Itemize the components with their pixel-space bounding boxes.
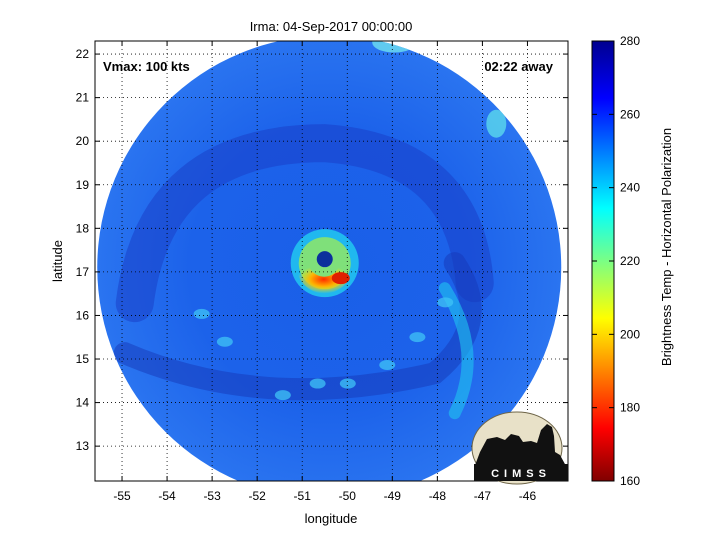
eye bbox=[316, 251, 333, 268]
x-axis-label: longitude bbox=[305, 511, 358, 526]
colorbar-tick-label: 160 bbox=[620, 474, 640, 488]
colorbar-tick-label: 240 bbox=[620, 181, 640, 195]
colorbar-tick-label: 200 bbox=[620, 327, 640, 341]
y-tick-label: 16 bbox=[76, 308, 90, 322]
logo-banner bbox=[474, 464, 568, 481]
x-tick-label: -50 bbox=[339, 489, 357, 503]
colorbar-label: Brightness Temp - Horizontal Polarizatio… bbox=[659, 128, 674, 366]
colorbar-tick-label: 220 bbox=[620, 254, 640, 268]
edge-cell bbox=[486, 109, 507, 138]
logo-text: CIMSS bbox=[491, 468, 551, 480]
swath-features bbox=[113, 41, 507, 420]
rainband bbox=[115, 124, 494, 323]
x-tick-label: -49 bbox=[384, 489, 402, 503]
x-tick-label: -53 bbox=[203, 489, 221, 503]
convective-cell bbox=[437, 297, 454, 308]
x-tick-label: -51 bbox=[294, 489, 312, 503]
y-tick-label: 13 bbox=[76, 439, 90, 453]
plot-frame bbox=[94, 40, 569, 482]
rainband bbox=[113, 252, 482, 401]
x-tick-label: -55 bbox=[113, 489, 131, 503]
data-image bbox=[97, 41, 562, 481]
convective-cell bbox=[379, 359, 396, 370]
convective-cell bbox=[409, 332, 426, 343]
vmax-annotation: Vmax: 100 kts bbox=[103, 59, 190, 74]
y-tick-label: 19 bbox=[76, 178, 90, 192]
x-tick-label: -52 bbox=[248, 489, 266, 503]
convective-cell bbox=[193, 308, 210, 319]
y-axis-label: latitude bbox=[50, 240, 65, 282]
x-tick-label: -54 bbox=[158, 489, 176, 503]
y-tick-label: 17 bbox=[76, 265, 90, 279]
chart-title: Irma: 04-Sep-2017 00:00:00 bbox=[250, 19, 413, 34]
convective-cell bbox=[339, 378, 356, 389]
time-away-annotation: 02:22 away bbox=[484, 59, 553, 74]
y-axis: 13 14 15 16 17 18 19 20 21 22 bbox=[76, 47, 568, 453]
y-tick-label: 21 bbox=[76, 91, 90, 105]
convective-cell bbox=[309, 378, 326, 389]
grid bbox=[95, 41, 568, 481]
convective-cell bbox=[274, 390, 291, 401]
y-tick-label: 20 bbox=[76, 134, 90, 148]
x-axis: -55 -54 -53 -52 -51 -50 -49 -48 -47 -46 bbox=[113, 41, 536, 503]
colorbar-tick-label: 180 bbox=[620, 401, 640, 415]
colorbar-axis: 160 180 200 220 240 260 280 bbox=[592, 34, 640, 488]
y-tick-label: 22 bbox=[76, 47, 90, 61]
colorbar-tick-label: 280 bbox=[620, 34, 640, 48]
x-tick-label: -48 bbox=[429, 489, 447, 503]
x-tick-label: -47 bbox=[474, 489, 492, 503]
x-tick-label: -46 bbox=[519, 489, 537, 503]
convective-cell bbox=[216, 336, 233, 347]
cimss-logo: CIMSS bbox=[471, 411, 568, 485]
eyewall-min-temp bbox=[331, 272, 350, 285]
y-tick-label: 18 bbox=[76, 221, 90, 235]
eyewall-core bbox=[296, 265, 351, 294]
y-tick-label: 15 bbox=[76, 352, 90, 366]
y-tick-label: 14 bbox=[76, 396, 90, 410]
colorbar-tick-label: 260 bbox=[620, 107, 640, 121]
